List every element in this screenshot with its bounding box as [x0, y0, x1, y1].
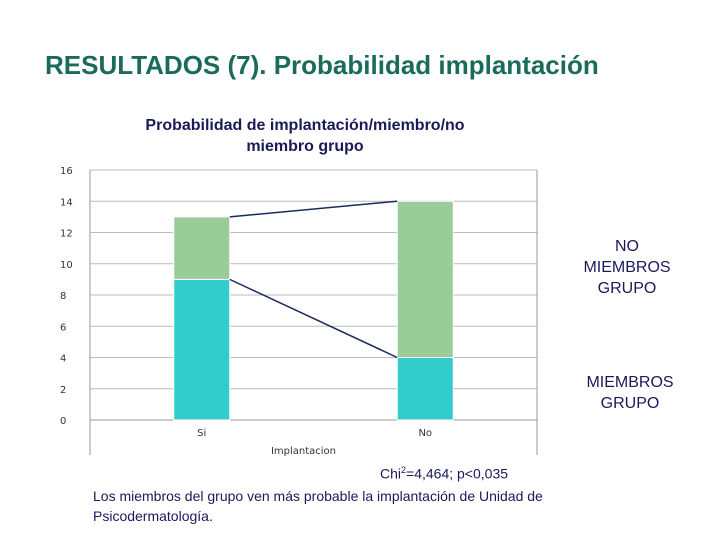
bar-si-series-0	[173, 278, 231, 421]
x-tick-label-no: No	[418, 428, 432, 439]
legend-no-miembros: NO MIEMBROS GRUPO	[583, 238, 671, 297]
bars	[173, 200, 454, 421]
conclusion-text: Los miembros del grupo ven más probable …	[93, 488, 543, 524]
chart-title: Probabilidad de implantación/miembro/no …	[145, 117, 465, 155]
x-tick-labels: Si No	[197, 428, 432, 439]
y-tick-label-3: 6	[60, 322, 66, 333]
bar-no-series-0	[396, 357, 454, 421]
series-line-1	[229, 200, 398, 218]
bar-si-series-1	[173, 216, 231, 280]
y-tick-label-8: 16	[60, 166, 73, 177]
y-tick-label-4: 8	[60, 291, 66, 302]
stats-result: Chi2=4,464; p<0,035	[380, 465, 508, 482]
series-connector-lines	[229, 200, 398, 359]
grid-lines	[90, 169, 537, 421]
x-tick-label-si: Si	[197, 428, 206, 439]
y-tick-label-7: 14	[60, 197, 73, 208]
y-tick-label-1: 2	[60, 385, 66, 396]
y-tick-label-5: 10	[60, 260, 73, 271]
legend-miembros: MIEMBROS GRUPO	[586, 374, 674, 412]
y-tick-label-0: 0	[60, 416, 66, 427]
y-tick-label-2: 4	[60, 354, 66, 365]
slide-title: RESULTADOS (7). Probabilidad implantació…	[45, 50, 599, 80]
x-axis-label: Implantacion	[271, 446, 336, 457]
stats-suffix: =4,464; p<0,035	[406, 465, 509, 482]
bar-no-series-1	[396, 200, 454, 358]
series-line-0	[229, 278, 398, 359]
stats-prefix: Chi	[380, 465, 402, 482]
stats-superscript: 2	[401, 465, 407, 475]
y-tick-label-6: 12	[60, 229, 73, 240]
y-tick-labels: 0 2 4 6 8 10 12 14 16	[60, 166, 73, 427]
